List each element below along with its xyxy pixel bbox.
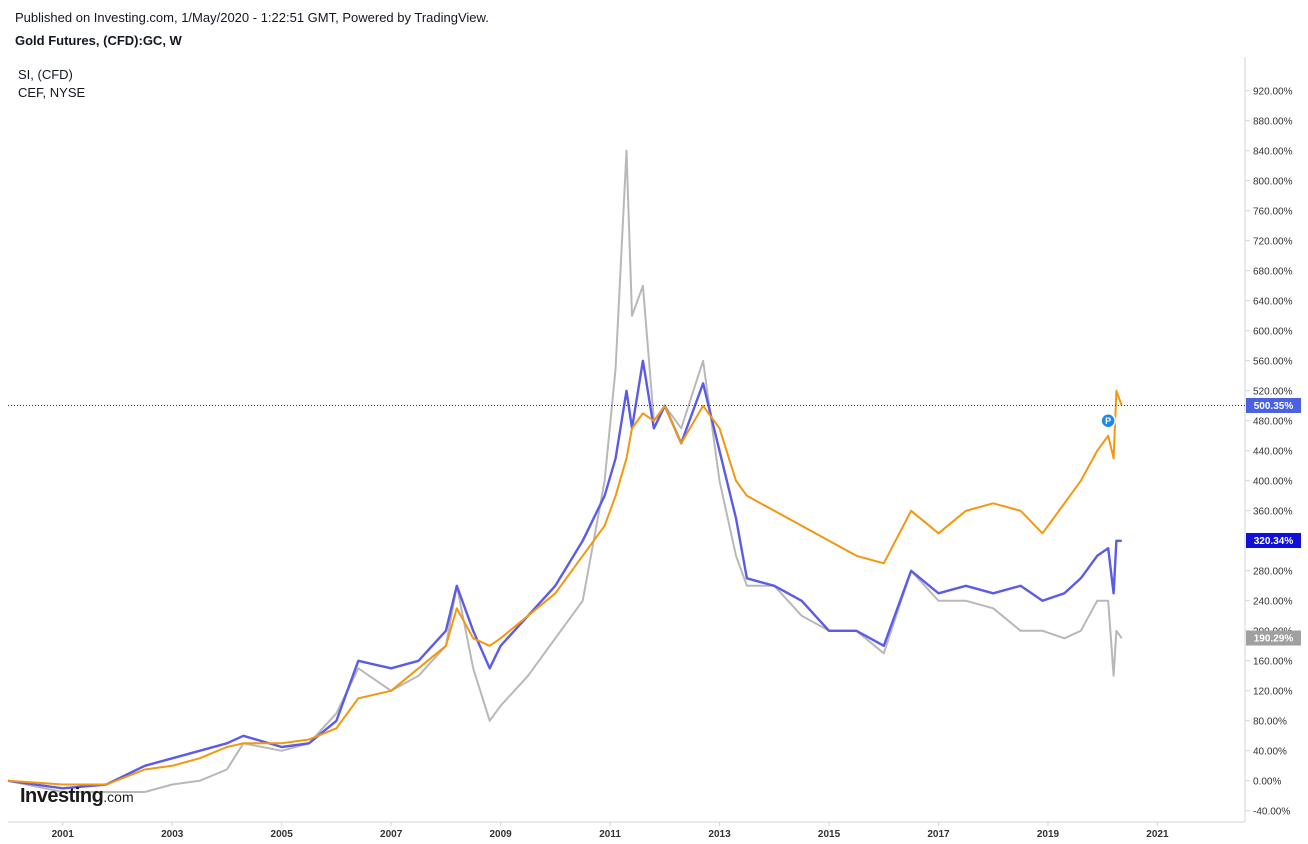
x-tick-label: 2009 xyxy=(489,829,512,840)
y-tick-label: 560.00% xyxy=(1253,356,1293,367)
price-tag-label: 320.34% xyxy=(1254,536,1294,547)
y-tick-label: 880.00% xyxy=(1253,116,1293,127)
series-line-silver xyxy=(7,149,1123,793)
legend-item-cef: CEF, NYSE xyxy=(18,85,86,100)
series-line-gold xyxy=(7,359,1122,790)
x-axis: 2001 2003 2005 2007 2009 2011 2013 2015 2017 2019… xyxy=(52,822,1169,840)
y-tick-label: -40.00% xyxy=(1253,806,1290,817)
price-tag-box xyxy=(1246,630,1301,646)
y-tick-label: 120.00% xyxy=(1253,686,1293,697)
x-tick-label: 2001 xyxy=(52,829,75,840)
y-axis: -40.00%0.00%40.00%80.00%120.00%160.00%20… xyxy=(1245,86,1293,817)
marker-circle xyxy=(1100,413,1116,429)
price-marker[interactable]: P xyxy=(1100,413,1116,429)
x-tick-label: 2003 xyxy=(161,829,184,840)
x-tick-label: 2007 xyxy=(380,829,403,840)
y-tick-label: 360.00% xyxy=(1253,506,1293,517)
y-tick-label: 760.00% xyxy=(1253,206,1293,217)
y-tick-label: 640.00% xyxy=(1253,296,1293,307)
y-tick-label: 280.00% xyxy=(1253,566,1293,577)
x-tick-label: 2017 xyxy=(927,829,950,840)
x-tick-label: 2019 xyxy=(1037,829,1060,840)
series-layer xyxy=(7,149,1123,793)
y-tick-label: 400.00% xyxy=(1253,476,1293,487)
y-tick-label: 40.00% xyxy=(1253,746,1287,757)
x-tick-label: 2011 xyxy=(599,829,621,840)
y-tick-label: 160.00% xyxy=(1253,656,1293,667)
price-tags: 500.35% 320.34% 190.29% xyxy=(1246,397,1301,646)
y-tick-label: 520.00% xyxy=(1253,386,1293,397)
marker-label: P xyxy=(1105,416,1111,426)
x-tick-label: 2013 xyxy=(708,829,731,840)
chart-title: Gold Futures, (CFD):GC, W xyxy=(15,33,182,48)
y-tick-label: 0.00% xyxy=(1253,776,1281,787)
price-tag-box xyxy=(1246,397,1301,413)
y-tick-label: 840.00% xyxy=(1253,146,1293,157)
y-tick-label: 600.00% xyxy=(1253,326,1293,337)
series-line-cef xyxy=(7,389,1123,786)
y-tick-label: 920.00% xyxy=(1253,86,1293,97)
price-tag-label: 190.29% xyxy=(1254,634,1294,645)
logo-main: Investing xyxy=(20,785,104,807)
published-note: Published on Investing.com, 1/May/2020 -… xyxy=(15,10,489,25)
legend: SI, (CFD) CEF, NYSE xyxy=(18,66,85,102)
y-tick-label: 80.00% xyxy=(1253,716,1287,727)
x-tick-label: 2021 xyxy=(1146,829,1169,840)
investing-logo: Investing.com xyxy=(20,785,134,808)
legend-item-silver: SI, (CFD) xyxy=(18,67,73,82)
price-tag-box xyxy=(1246,532,1301,548)
y-tick-label: 800.00% xyxy=(1253,176,1293,187)
price-tag-label: 500.35% xyxy=(1254,401,1294,412)
y-tick-label: 480.00% xyxy=(1253,416,1293,427)
x-tick-label: 2015 xyxy=(818,829,841,840)
logo-domain: .com xyxy=(103,789,134,805)
y-tick-label: 440.00% xyxy=(1253,446,1293,457)
x-tick-label: 2005 xyxy=(271,829,294,840)
y-tick-label: 240.00% xyxy=(1253,596,1293,607)
y-tick-label: 720.00% xyxy=(1253,236,1293,247)
y-tick-label: 680.00% xyxy=(1253,266,1293,277)
